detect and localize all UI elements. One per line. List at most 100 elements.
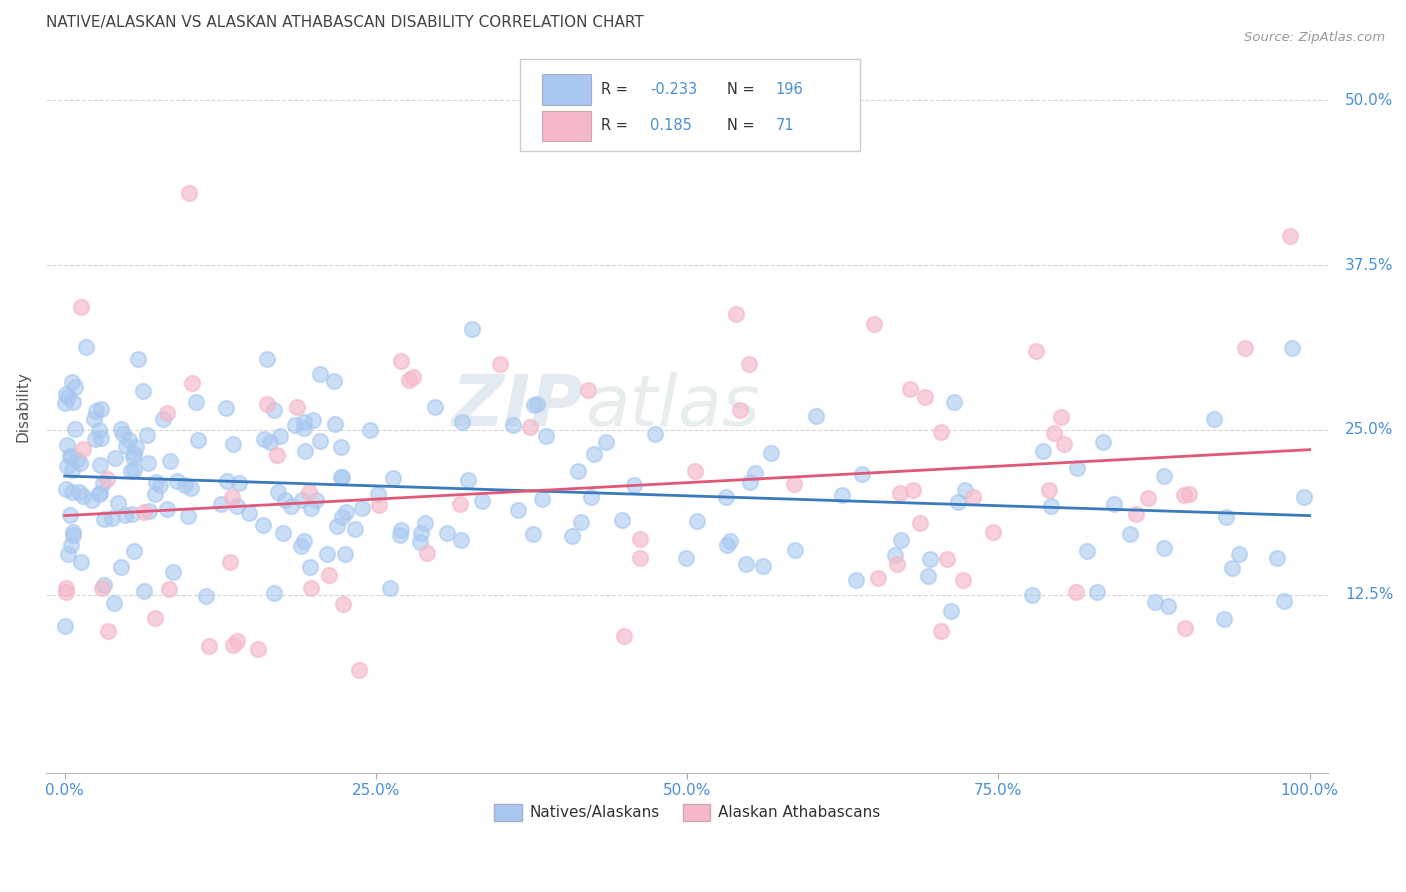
Point	[981, 524, 1004, 539]
Point	[323, 417, 346, 431]
Point	[263, 403, 285, 417]
Point	[152, 411, 174, 425]
Point	[90, 401, 112, 416]
Point	[436, 526, 458, 541]
Point	[352, 500, 374, 515]
Point	[1066, 460, 1088, 475]
Text: ZIP: ZIP	[453, 372, 585, 442]
Point	[613, 628, 636, 642]
Text: Source: ZipAtlas.com: Source: ZipAtlas.com	[1244, 31, 1385, 45]
Point	[115, 439, 138, 453]
Point	[285, 400, 308, 414]
Point	[1043, 425, 1066, 440]
Point	[138, 504, 160, 518]
Point	[225, 633, 247, 648]
Point	[122, 447, 145, 461]
Point	[851, 467, 873, 481]
Point	[238, 507, 260, 521]
Point	[87, 423, 110, 437]
Point	[322, 375, 344, 389]
Point	[132, 384, 155, 398]
Text: 25.0%: 25.0%	[1346, 423, 1393, 437]
Point	[920, 552, 942, 566]
Point	[60, 463, 83, 477]
Text: -0.233: -0.233	[650, 82, 697, 97]
Point	[489, 357, 512, 371]
Point	[449, 497, 471, 511]
Point	[889, 486, 911, 500]
Point	[292, 421, 315, 435]
Text: N =: N =	[727, 82, 759, 97]
Point	[84, 432, 107, 446]
Point	[70, 555, 93, 569]
Point	[101, 511, 124, 525]
Point	[69, 456, 91, 470]
Point	[804, 409, 827, 424]
Point	[66, 453, 89, 467]
Point	[716, 538, 738, 552]
Point	[290, 539, 312, 553]
Point	[451, 415, 474, 429]
Point	[159, 454, 181, 468]
Point	[53, 395, 76, 409]
Point	[943, 395, 966, 409]
Point	[302, 413, 325, 427]
Point	[1213, 612, 1236, 626]
Point	[247, 641, 270, 656]
Point	[299, 560, 322, 574]
Point	[644, 426, 666, 441]
Point	[65, 380, 87, 394]
Point	[1025, 343, 1047, 358]
Point	[291, 492, 314, 507]
Point	[93, 578, 115, 592]
Point	[225, 499, 247, 513]
Point	[60, 538, 83, 552]
Point	[118, 433, 141, 447]
Point	[1053, 437, 1076, 451]
Point	[962, 491, 984, 505]
Point	[612, 513, 634, 527]
Point	[107, 496, 129, 510]
Point	[402, 370, 425, 384]
Point	[136, 456, 159, 470]
Point	[952, 574, 974, 588]
Point	[318, 568, 340, 582]
Point	[883, 548, 905, 562]
Text: 196: 196	[776, 82, 803, 97]
Point	[1174, 621, 1197, 635]
Point	[1085, 585, 1108, 599]
Point	[718, 533, 741, 548]
Point	[292, 415, 315, 429]
Point	[187, 433, 209, 447]
Point	[63, 422, 86, 436]
Point	[349, 664, 371, 678]
Point	[744, 466, 766, 480]
Point	[1076, 544, 1098, 558]
Point	[526, 397, 548, 411]
Point	[84, 404, 107, 418]
Point	[194, 590, 217, 604]
Point	[122, 544, 145, 558]
Point	[180, 481, 202, 495]
Point	[738, 475, 761, 490]
Point	[166, 475, 188, 489]
Point	[62, 528, 84, 542]
Point	[917, 569, 939, 583]
Point	[378, 581, 401, 595]
Point	[69, 301, 91, 315]
Point	[415, 546, 437, 560]
Point	[506, 502, 529, 516]
Point	[120, 464, 142, 478]
Point	[502, 418, 524, 433]
Point	[263, 585, 285, 599]
Point	[56, 390, 79, 404]
Point	[269, 429, 291, 443]
Point	[305, 493, 328, 508]
Point	[156, 502, 179, 516]
Point	[56, 437, 79, 451]
Point	[523, 398, 546, 412]
Point	[738, 357, 761, 371]
Point	[335, 547, 357, 561]
Point	[309, 434, 332, 448]
Point	[890, 533, 912, 548]
